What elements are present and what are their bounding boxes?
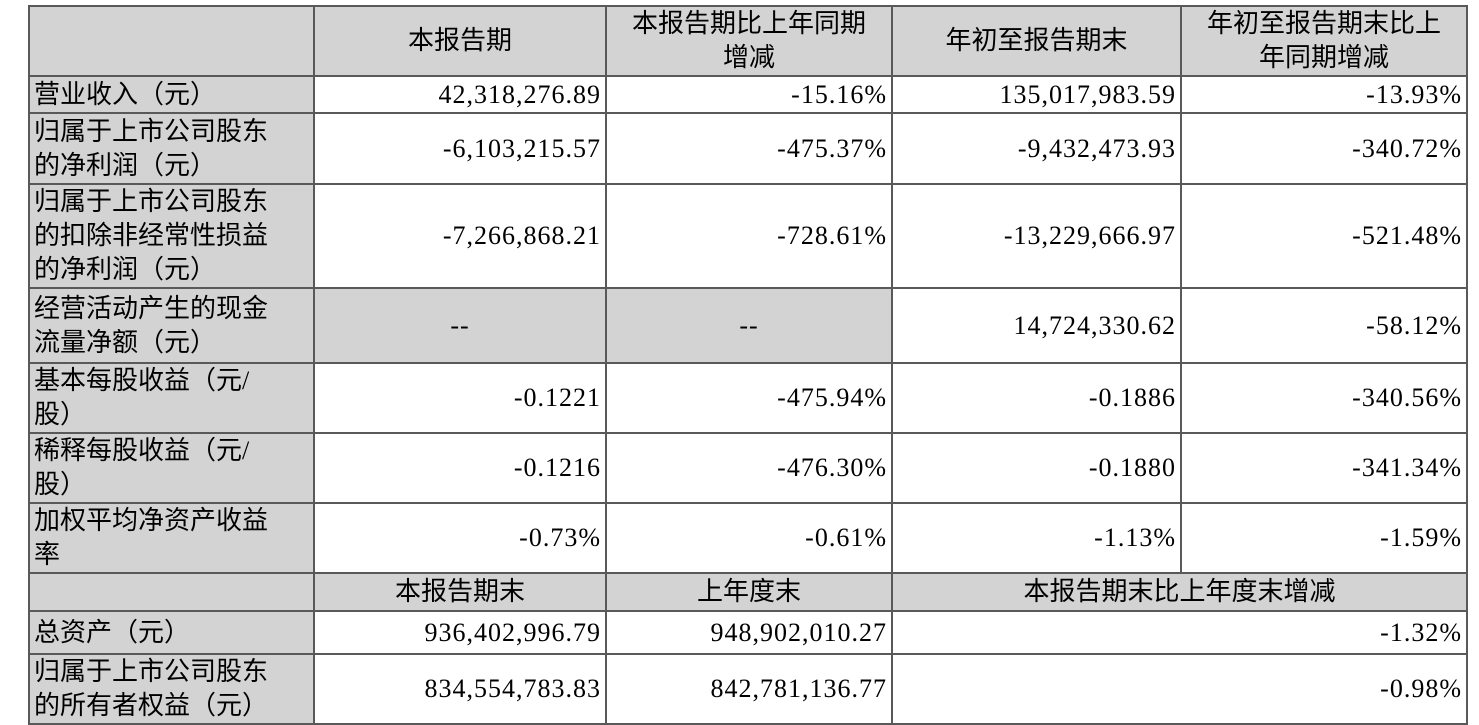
cell-total-assets-change: -1.32% xyxy=(891,610,1468,655)
row-label-total-assets: 总资产（元） xyxy=(28,610,315,655)
yearend-header-row: 本报告期末 上年度末 本报告期末比上年度末增减 xyxy=(28,572,1468,612)
col-header-current-period: 本报告期 xyxy=(313,5,607,77)
table-row-basic-eps: 基本每股收益（元/ 股） -0.1221 -475.94% -0.1886 -3… xyxy=(28,362,1468,434)
col-header-end-of-last-year: 上年度末 xyxy=(605,572,893,612)
cell-net-profit-ytd: -9,432,473.93 xyxy=(891,112,1182,185)
cell-diluted-eps-current: -0.1216 xyxy=(313,432,607,504)
table-row-net-profit: 归属于上市公司股东 的净利润（元） -6,103,215.57 -475.37%… xyxy=(28,112,1468,185)
cell-revenue-yoy: -15.16% xyxy=(605,75,893,114)
cell-basic-eps-ytd-yoy: -340.56% xyxy=(1180,362,1468,434)
row-label-revenue: 营业收入（元） xyxy=(28,75,315,114)
col-header-current-period-yoy: 本报告期比上年同期 增减 xyxy=(605,5,893,77)
row-label-weighted-avg-roe: 加权平均净资产收益 率 xyxy=(28,502,315,574)
table-row-weighted-avg-roe: 加权平均净资产收益 率 -0.73% -0.61% -1.13% -1.59% xyxy=(28,502,1468,574)
col-header-change-vs-last-yearend: 本报告期末比上年度末增减 xyxy=(891,572,1468,612)
period-header-row: 本报告期 本报告期比上年同期 增减 年初至报告期末 年初至报告期末比上 年同期增… xyxy=(28,5,1468,77)
corner-cell xyxy=(28,5,315,77)
key-financials-table: 本报告期 本报告期比上年同期 增减 年初至报告期末 年初至报告期末比上 年同期增… xyxy=(28,5,1468,725)
col-header-year-to-date: 年初至报告期末 xyxy=(891,5,1182,77)
row-label-diluted-eps: 稀释每股收益（元/ 股） xyxy=(28,432,315,504)
cell-roe-current: -0.73% xyxy=(313,502,607,574)
row-label-operating-cash-flow: 经营活动产生的现金 流量净额（元） xyxy=(28,287,315,364)
table-row-total-assets: 总资产（元） 936,402,996.79 948,902,010.27 -1.… xyxy=(28,610,1468,655)
cell-total-assets-end-of-period: 936,402,996.79 xyxy=(313,610,607,655)
cell-excl-nonrecurring-ytd: -13,229,666.97 xyxy=(891,183,1182,289)
cell-net-profit-current: -6,103,215.57 xyxy=(313,112,607,185)
cell-revenue-current: 42,318,276.89 xyxy=(313,75,607,114)
table-row-diluted-eps: 稀释每股收益（元/ 股） -0.1216 -476.30% -0.1880 -3… xyxy=(28,432,1468,504)
col-header-year-to-date-yoy: 年初至报告期末比上 年同期增减 xyxy=(1180,5,1468,77)
cell-revenue-ytd: 135,017,983.59 xyxy=(891,75,1182,114)
cell-excl-nonrecurring-current: -7,266,868.21 xyxy=(313,183,607,289)
table-row-revenue: 营业收入（元） 42,318,276.89 -15.16% 135,017,98… xyxy=(28,75,1468,114)
table-row-operating-cash-flow: 经营活动产生的现金 流量净额（元） -- -- 14,724,330.62 -5… xyxy=(28,287,1468,364)
cell-diluted-eps-yoy: -476.30% xyxy=(605,432,893,504)
cell-roe-yoy: -0.61% xyxy=(605,502,893,574)
cell-basic-eps-current: -0.1221 xyxy=(313,362,607,434)
row-label-net-profit-excl-nonrecurring: 归属于上市公司股东 的扣除非经常性损益 的净利润（元） xyxy=(28,183,315,289)
cell-diluted-eps-ytd-yoy: -341.34% xyxy=(1180,432,1468,504)
cell-equity-change: -0.98% xyxy=(891,653,1468,725)
yearend-corner-cell xyxy=(28,572,315,612)
cell-excl-nonrecurring-ytd-yoy: -521.48% xyxy=(1180,183,1468,289)
row-label-net-profit: 归属于上市公司股东 的净利润（元） xyxy=(28,112,315,185)
cell-equity-end-of-last-year: 842,781,136.77 xyxy=(605,653,893,725)
cell-revenue-ytd-yoy: -13.93% xyxy=(1180,75,1468,114)
col-header-end-of-period: 本报告期末 xyxy=(313,572,607,612)
table-row-shareholders-equity: 归属于上市公司股东 的所有者权益（元） 834,554,783.83 842,7… xyxy=(28,653,1468,725)
table-row-net-profit-excl-nonrecurring: 归属于上市公司股东 的扣除非经常性损益 的净利润（元） -7,266,868.2… xyxy=(28,183,1468,289)
cell-basic-eps-yoy: -475.94% xyxy=(605,362,893,434)
cell-net-profit-ytd-yoy: -340.72% xyxy=(1180,112,1468,185)
cell-equity-end-of-period: 834,554,783.83 xyxy=(313,653,607,725)
cell-roe-ytd: -1.13% xyxy=(891,502,1182,574)
cell-basic-eps-ytd: -0.1886 xyxy=(891,362,1182,434)
cell-excl-nonrecurring-yoy: -728.61% xyxy=(605,183,893,289)
cell-cash-flow-ytd: 14,724,330.62 xyxy=(891,287,1182,364)
cell-diluted-eps-ytd: -0.1880 xyxy=(891,432,1182,504)
cell-cash-flow-ytd-yoy: -58.12% xyxy=(1180,287,1468,364)
cell-total-assets-end-of-last-year: 948,902,010.27 xyxy=(605,610,893,655)
row-label-basic-eps: 基本每股收益（元/ 股） xyxy=(28,362,315,434)
cell-cash-flow-current: -- xyxy=(313,287,607,364)
cell-roe-ytd-yoy: -1.59% xyxy=(1180,502,1468,574)
row-label-shareholders-equity: 归属于上市公司股东 的所有者权益（元） xyxy=(28,653,315,725)
cell-net-profit-yoy: -475.37% xyxy=(605,112,893,185)
cell-cash-flow-yoy: -- xyxy=(605,287,893,364)
